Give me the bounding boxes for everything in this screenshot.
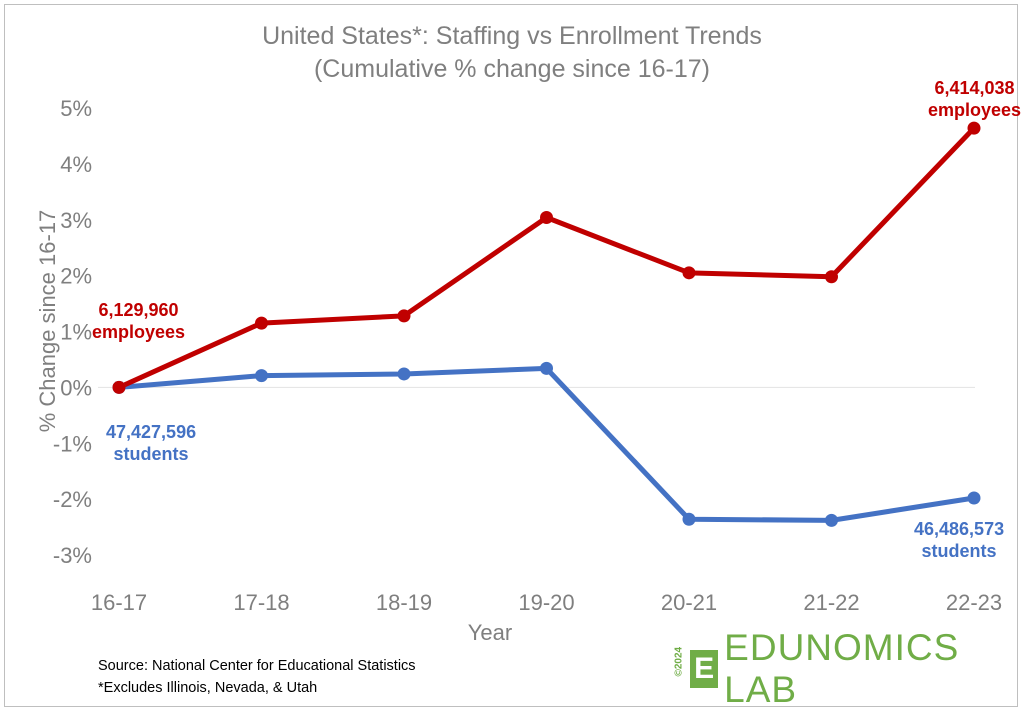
students-point <box>682 512 696 526</box>
employees-end-value: 6,414,038 <box>934 78 1015 98</box>
source-note: Source: National Center for Educational … <box>98 658 416 674</box>
x-axis-title: Year <box>467 620 513 645</box>
chart-subtitle: (Cumulative % change since 16-17) <box>313 55 711 83</box>
chart-title: United States*: Staffing vs Enrollment T… <box>262 22 762 50</box>
employees-end-annotation: 6,414,038 employees <box>928 77 1021 121</box>
logo-copyright-year: ©2024 <box>673 646 685 676</box>
x-tick-label: 22-23 <box>946 590 1002 615</box>
employees-point <box>825 270 838 284</box>
chart-frame <box>4 4 1018 707</box>
students-start-annotation: 47,427,596 students <box>106 421 196 465</box>
y-tick-label: -2% <box>53 487 92 512</box>
y-tick-label: 2% <box>60 264 92 289</box>
students-end-value: 46,486,573 <box>914 519 1005 539</box>
employees-point <box>255 316 268 330</box>
employees-point <box>682 266 696 280</box>
employees-point <box>112 380 126 394</box>
x-tick-label: 21-22 <box>803 590 859 615</box>
employees-start-unit: employees <box>92 322 186 342</box>
students-start-unit: students <box>113 444 189 464</box>
y-tick-label: 0% <box>60 375 92 400</box>
y-tick-label: 1% <box>60 320 92 345</box>
x-tick-label: 19-20 <box>518 590 574 615</box>
students-start-value: 47,427,596 <box>106 422 197 442</box>
students-point <box>825 513 838 527</box>
logo-mark: E <box>690 650 719 688</box>
y-tick-label: 3% <box>60 208 92 233</box>
y-tick-label: -1% <box>53 431 92 456</box>
employees-start-annotation: 6,129,960 employees <box>92 299 185 343</box>
x-tick-label: 17-18 <box>233 590 289 615</box>
x-tick-label: 16-17 <box>91 590 147 615</box>
students-point <box>540 361 553 375</box>
students-series-line <box>116 365 977 523</box>
exclusion-note: *Excludes Illinois, Nevada, & Utah <box>98 680 318 696</box>
y-tick-label: 5% <box>60 96 92 121</box>
employees-series-line <box>116 125 977 390</box>
employees-point <box>967 121 981 135</box>
employees-end-unit: employees <box>928 100 1022 120</box>
x-tick-label: 18-19 <box>376 590 432 615</box>
x-tick-label: 20-21 <box>661 590 717 615</box>
students-end-annotation: 46,486,573 students <box>914 518 1004 562</box>
y-tick-label: 4% <box>60 152 92 177</box>
students-point <box>967 491 981 505</box>
employees-start-value: 6,129,960 <box>98 300 179 320</box>
employees-point <box>397 309 411 323</box>
students-point <box>255 369 268 383</box>
logo-name: EDUNOMICS LAB <box>724 627 960 710</box>
students-point <box>397 367 411 381</box>
employees-point <box>540 211 553 225</box>
edunomics-logo: ©2024 E EDUNOMICS LAB <box>672 627 1024 710</box>
students-end-unit: students <box>921 541 997 561</box>
y-axis-title: % Change since 16-17 <box>35 209 60 433</box>
y-tick-label: -3% <box>53 543 92 568</box>
